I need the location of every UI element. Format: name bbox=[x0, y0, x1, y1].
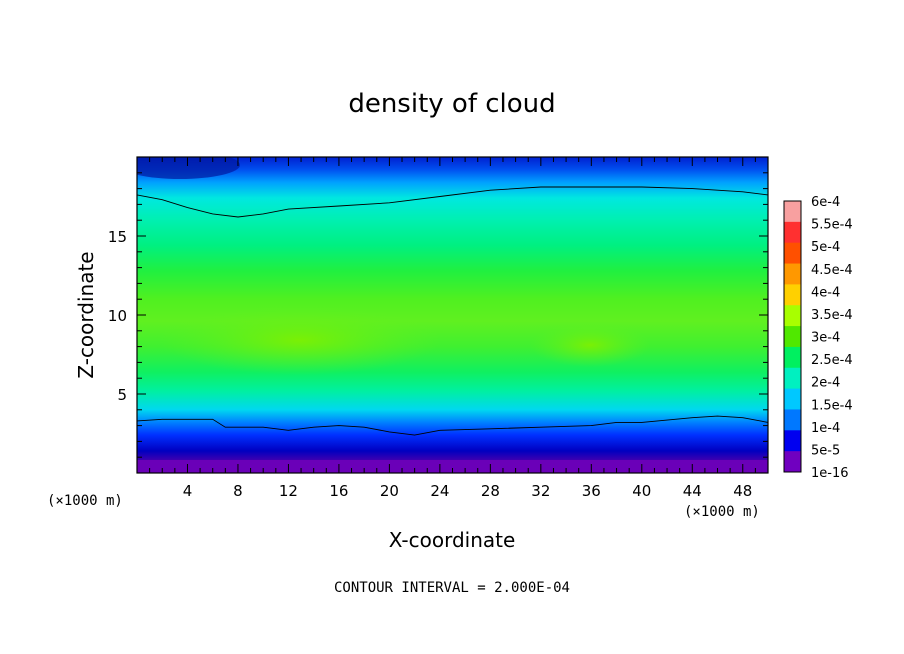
colorbar-label: 3.5e-4 bbox=[811, 308, 853, 323]
colorbar-label: 5.5e-4 bbox=[811, 218, 853, 233]
colorbar-label: 1e-4 bbox=[811, 421, 840, 436]
contour-interval-note: CONTOUR INTERVAL = 2.000E-04 bbox=[334, 580, 570, 596]
colorbar-label: 2.5e-4 bbox=[811, 353, 853, 368]
colorbar-swatch bbox=[784, 409, 801, 431]
colorbar-label: 4e-4 bbox=[811, 285, 840, 300]
x-tick-label: 8 bbox=[233, 482, 243, 500]
colorbar-swatch bbox=[784, 451, 801, 473]
colorbar-swatch bbox=[784, 346, 801, 369]
colorbar-swatch bbox=[784, 263, 801, 285]
x-tick-label: 12 bbox=[279, 482, 298, 500]
colorbar-label: 3e-4 bbox=[811, 331, 840, 346]
density-field bbox=[137, 157, 768, 473]
x-axis-label: X-coordinate bbox=[389, 528, 516, 552]
colorbar-swatch bbox=[784, 221, 801, 244]
colorbar-swatch bbox=[784, 242, 801, 265]
contour-line-top bbox=[137, 186, 768, 218]
colorbar: 6e-4 5.5e-4 5e-4 4.5e-4 4e-4 3.5e-4 3e-4 2.5e-4… bbox=[783, 195, 853, 481]
x-tick-label: 44 bbox=[683, 482, 702, 500]
colorbar-swatch bbox=[784, 305, 801, 327]
x-tick-label: 48 bbox=[733, 482, 752, 500]
colorbar-swatch bbox=[784, 388, 801, 410]
y-tick-label: 10 bbox=[108, 307, 127, 325]
colorbar-swatch bbox=[784, 284, 801, 306]
x-tick-label: 40 bbox=[632, 482, 651, 500]
chart-title: density of cloud bbox=[348, 89, 555, 119]
colorbar-label: 1e-16 bbox=[811, 466, 849, 481]
colorbar-swatch bbox=[784, 326, 801, 348]
colorbar-swatch bbox=[784, 430, 801, 452]
colorbar-label: 5e-4 bbox=[811, 240, 840, 255]
colorbar-swatch bbox=[784, 201, 801, 223]
x-unit-label: (×1000 m) bbox=[684, 504, 760, 520]
colorbar-swatch bbox=[784, 367, 801, 390]
x-tick-label: 36 bbox=[582, 482, 601, 500]
y-tick-label: 15 bbox=[108, 228, 127, 246]
y-tick-label: 5 bbox=[117, 386, 127, 404]
x-tick-label: 16 bbox=[329, 482, 348, 500]
y-axis-label: Z-coordinate bbox=[74, 251, 98, 378]
colorbar-label: 1.5e-4 bbox=[811, 398, 853, 413]
x-tick-label: 32 bbox=[531, 482, 550, 500]
minor-ticks bbox=[137, 157, 768, 473]
contour-lines bbox=[137, 186, 768, 436]
colorbar-label: 4.5e-4 bbox=[811, 263, 853, 278]
x-tick-label: 4 bbox=[183, 482, 193, 500]
colorbar-label: 5e-5 bbox=[811, 443, 840, 458]
y-tick-labels: 5 10 15 bbox=[108, 228, 127, 404]
z-unit-label: (×1000 m) bbox=[47, 493, 123, 509]
x-tick-label: 28 bbox=[481, 482, 500, 500]
x-tick-label: 24 bbox=[430, 482, 449, 500]
contour-line-bottom bbox=[137, 415, 768, 436]
colorbar-label: 6e-4 bbox=[811, 195, 840, 210]
x-tick-labels: 4 8 12 16 20 24 28 32 36 40 44 48 bbox=[183, 482, 753, 500]
colorbar-frame bbox=[783, 200, 802, 473]
colorbar-label: 2e-4 bbox=[811, 376, 840, 391]
x-tick-label: 20 bbox=[380, 482, 399, 500]
